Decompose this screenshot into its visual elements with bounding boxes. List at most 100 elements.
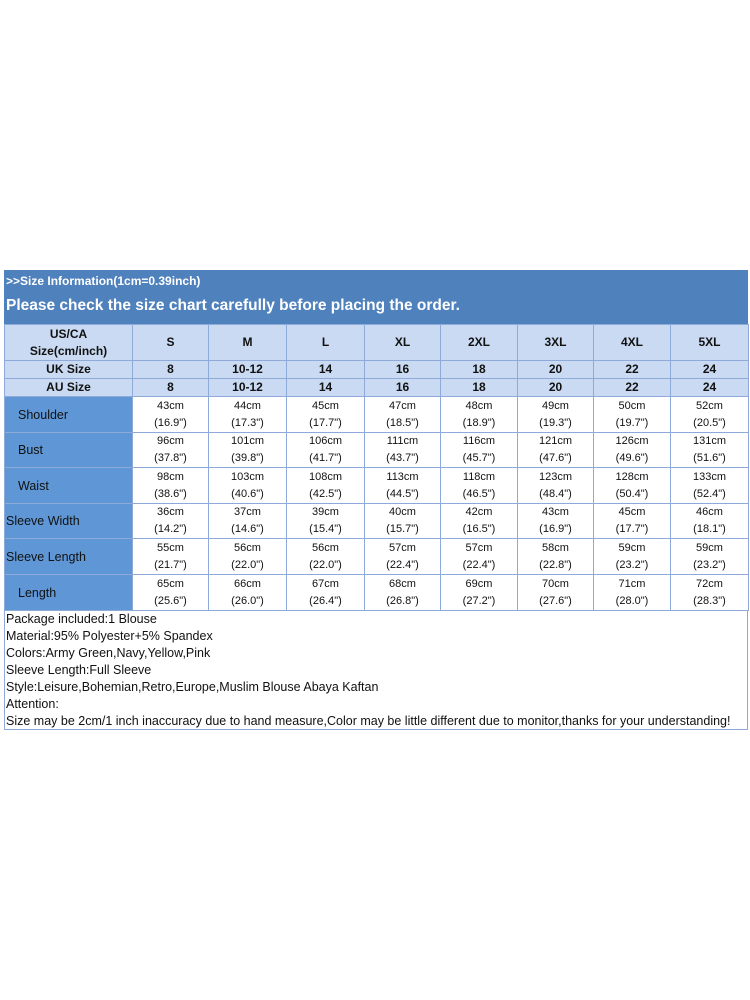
measure-cell: 108cm (42.5")	[286, 467, 365, 504]
row-header: UK Size	[4, 360, 133, 379]
measure-cell: 98cm (38.6")	[132, 467, 209, 504]
size-value: 18	[472, 362, 486, 376]
cm-value: 128cm	[615, 470, 649, 483]
cm-value: 121cm	[538, 435, 573, 447]
note-line: Material:95% Polyester+5% Spandex	[4, 628, 748, 645]
cm-value: 42cm	[465, 506, 493, 518]
size-cell: 18	[440, 360, 518, 379]
row-header: Shoulder	[4, 396, 133, 433]
inch-value: (28.3")	[693, 594, 726, 607]
size-label: 4XL	[620, 335, 643, 349]
cm-value: 111cm	[386, 435, 419, 447]
size-label: XL	[394, 335, 411, 349]
inch-value: (17.7")	[309, 416, 342, 429]
inch-value: (16.9")	[154, 416, 187, 429]
measure-cell: 128cm (50.4")	[593, 467, 671, 504]
size-value: 16	[395, 380, 410, 394]
measure-cell: 46cm (18.1")	[670, 503, 749, 539]
inch-value: (27.2")	[462, 594, 496, 607]
cm-value: 47cm	[389, 399, 416, 412]
size-value: 18	[472, 380, 486, 394]
measure-cell: 55cm (21.7")	[132, 538, 209, 575]
size-header: L	[286, 324, 365, 361]
measure-cell: 126cm (49.6")	[593, 432, 671, 468]
measure-cell: 58cm (22.8")	[517, 538, 594, 575]
inch-value: (50.4")	[615, 487, 649, 500]
inch-value: (27.6")	[539, 594, 572, 607]
inch-value: (22.4")	[386, 558, 419, 571]
cm-value: 45cm	[618, 506, 646, 518]
row-header: Waist	[4, 467, 133, 504]
size-value: 8	[167, 362, 174, 376]
inch-value: (40.6")	[231, 487, 264, 500]
measure-cell: 52cm (20.5")	[670, 396, 749, 433]
inch-value: (18.9")	[462, 416, 496, 429]
inch-value: (16.5")	[462, 523, 496, 535]
measure-cell: 101cm (39.8")	[208, 432, 287, 468]
cm-value: 59cm	[696, 541, 723, 554]
row-header: Length	[4, 574, 133, 611]
measure-cell: 116cm (45.7")	[440, 432, 518, 468]
measure-cell: 56cm (22.0")	[208, 538, 287, 575]
inch-value: (51.6")	[693, 452, 726, 464]
size-label: S	[166, 335, 175, 349]
size-value: 10-12	[232, 380, 263, 394]
size-cell: 24	[670, 378, 749, 397]
measure-cell: 39cm (15.4")	[286, 503, 365, 539]
measure-cell: 59cm (23.2")	[593, 538, 671, 575]
cm-value: 113cm	[386, 470, 419, 483]
measure-cell: 121cm (47.6")	[517, 432, 594, 468]
inch-value: (38.6")	[154, 487, 187, 500]
measure-cell: 72cm (28.3")	[670, 574, 749, 611]
measure-cell: 118cm (46.5")	[440, 467, 518, 504]
measure-cell: 42cm (16.5")	[440, 503, 518, 539]
size-cell: 24	[670, 360, 749, 379]
size-header: S	[132, 324, 209, 361]
inch-value: (26.0")	[231, 594, 264, 607]
inch-value: (19.3")	[539, 416, 572, 429]
cm-value: 126cm	[615, 435, 649, 447]
inch-value: (18.1")	[693, 523, 726, 535]
size-label: 3XL	[544, 335, 567, 349]
row-label: UK Size	[46, 362, 91, 376]
size-value: 14	[318, 362, 333, 376]
cm-value: 65cm	[157, 577, 184, 590]
measure-cell: 67cm (26.4")	[286, 574, 365, 611]
cm-value: 39cm	[312, 506, 339, 518]
size-value: 14	[318, 380, 333, 394]
cm-value: 72cm	[696, 577, 723, 590]
measure-cell: 45cm (17.7")	[593, 503, 671, 539]
measure-label: Length	[18, 585, 57, 600]
size-label: 5XL	[698, 335, 721, 349]
measure-cell: 56cm (22.0")	[286, 538, 365, 575]
cm-value: 49cm	[542, 399, 569, 412]
measure-cell: 43cm (16.9")	[132, 396, 209, 433]
cm-value: 57cm	[389, 541, 416, 554]
cm-value: 48cm	[465, 399, 493, 412]
inch-value: (23.2")	[615, 558, 649, 571]
size-value: 22	[625, 380, 639, 394]
size-value: 20	[548, 380, 563, 394]
measure-label: Shoulder	[18, 407, 69, 422]
measure-cell: 48cm (18.9")	[440, 396, 518, 433]
measure-label: Sleeve Width	[6, 514, 80, 528]
inch-value: (22.8")	[539, 558, 572, 571]
size-header: XL	[364, 324, 441, 361]
note-line: Colors:Army Green,Navy,Yellow,Pink	[4, 645, 748, 662]
size-value: 10-12	[232, 362, 263, 376]
note-line: Sleeve Length:Full Sleeve	[4, 662, 748, 679]
cm-value: 116cm	[462, 435, 496, 447]
measure-cell: 123cm (48.4")	[517, 467, 594, 504]
measure-cell: 131cm (51.6")	[670, 432, 749, 468]
size-value: 24	[702, 380, 717, 394]
inch-value: (22.0")	[231, 558, 264, 571]
inch-value: (22.4")	[462, 558, 496, 571]
inch-value: (43.7")	[386, 452, 419, 464]
measure-cell: 57cm (22.4")	[440, 538, 518, 575]
inch-value: (14.2")	[154, 523, 187, 535]
inch-value: (41.7")	[309, 452, 342, 464]
size-value: 20	[548, 362, 563, 376]
inch-value: (26.8")	[386, 594, 419, 607]
cm-value: 96cm	[157, 435, 184, 447]
